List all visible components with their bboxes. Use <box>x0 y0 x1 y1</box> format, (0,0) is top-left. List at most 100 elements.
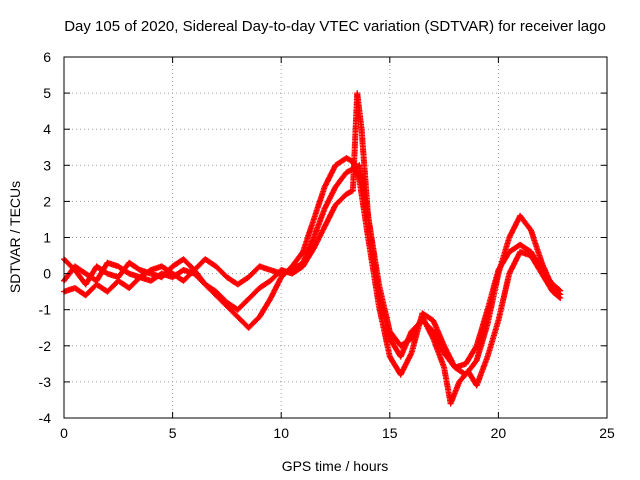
series-point-marks <box>256 278 273 291</box>
series-point-marks <box>441 350 458 370</box>
x-tick-label: 25 <box>599 425 615 441</box>
y-tick-label: 5 <box>43 85 51 101</box>
series-track-1 <box>61 155 564 378</box>
series-point-marks <box>473 322 491 364</box>
series-point-marks <box>289 250 305 270</box>
series-point-marks <box>126 275 142 291</box>
series-point-marks <box>397 351 414 378</box>
series-point-marks <box>549 288 564 301</box>
axis-ticks: 0 5 10 15 20 25 -4 -3 -2 -1 0 1 2 3 4 5 6 <box>39 49 615 441</box>
series-point-marks <box>191 270 208 287</box>
y-tick-label: 0 <box>43 266 51 282</box>
series-point-marks <box>289 264 305 277</box>
y-tick-label: 2 <box>43 193 51 209</box>
series-point-marks <box>495 250 512 273</box>
y-tick-label: 4 <box>43 121 51 137</box>
series-point-marks <box>191 257 208 273</box>
x-tick-label: 10 <box>273 425 289 441</box>
series-point-marks <box>430 317 447 348</box>
series-point-marks <box>310 207 328 241</box>
series-point-marks <box>473 308 491 349</box>
series-point-marks <box>528 227 545 265</box>
series-point-marks <box>538 270 555 294</box>
grid-lines <box>64 57 607 418</box>
series-point-marks <box>365 212 382 286</box>
series-point-marks <box>234 313 251 330</box>
series-point-marks <box>267 268 284 284</box>
series-point-marks <box>495 272 512 324</box>
series-point-marks <box>126 259 142 273</box>
series-point-marks <box>462 344 479 367</box>
series-point-marks <box>321 163 338 190</box>
series-point-marks <box>299 217 317 255</box>
series-point-marks <box>245 315 262 331</box>
y-tick-label: 3 <box>43 157 51 173</box>
series-point-marks <box>517 241 533 255</box>
series-point-marks <box>430 328 447 355</box>
y-tick-label: 6 <box>43 49 51 65</box>
x-tick-label: 0 <box>60 425 68 441</box>
series-point-marks <box>343 188 355 198</box>
series-point-marks <box>430 335 447 369</box>
series-point-marks <box>202 281 218 294</box>
series-point-marks <box>386 328 403 348</box>
series-point-marks <box>358 126 371 218</box>
series-point-marks <box>223 303 240 319</box>
y-tick-label: -2 <box>39 338 52 354</box>
series-track-3 <box>61 90 564 407</box>
series-layer <box>61 90 564 407</box>
y-axis-label: SDTVAR / TECUs <box>7 181 23 293</box>
series-point-marks <box>82 282 99 299</box>
chart-title: Day 105 of 2020, Sidereal Day-to-day VTE… <box>64 18 606 35</box>
series-point-marks <box>115 263 131 276</box>
series-point-marks <box>93 261 110 284</box>
series-point-marks <box>61 285 77 295</box>
x-tick-label: 15 <box>382 425 398 441</box>
y-tick-label: 1 <box>43 230 51 246</box>
series-point-marks <box>310 225 327 252</box>
series-point-marks <box>267 275 284 302</box>
series-point-marks <box>375 281 393 333</box>
series-point-marks <box>310 185 328 223</box>
series-point-marks <box>321 185 338 212</box>
series-point-marks <box>484 268 501 313</box>
series-point-marks <box>321 203 338 230</box>
series-point-marks <box>419 313 436 341</box>
series-point-marks <box>332 170 349 190</box>
series-point-marks <box>234 275 251 288</box>
series-point-marks <box>104 278 121 295</box>
series-point-marks <box>256 297 273 320</box>
series-point-marks <box>484 319 501 360</box>
series-point-marks <box>180 256 197 272</box>
series-point-marks <box>343 155 355 164</box>
series-point-marks <box>245 264 262 281</box>
series-point-marks <box>332 192 349 208</box>
series-point-marks <box>354 90 365 131</box>
series-point-marks <box>158 263 175 276</box>
series-point-marks <box>71 263 88 276</box>
series-point-marks <box>473 355 490 389</box>
series-point-marks <box>213 288 229 305</box>
y-tick-label: -3 <box>39 374 52 390</box>
series-point-marks <box>213 292 229 308</box>
series-point-marks <box>506 214 523 241</box>
series-point-marks <box>234 297 251 313</box>
series-point-marks <box>397 336 414 349</box>
series-point-marks <box>549 281 564 294</box>
series-point-marks <box>506 250 523 277</box>
series-point-marks <box>299 246 316 270</box>
x-tick-label: 20 <box>491 425 507 441</box>
series-point-marks <box>419 310 435 323</box>
series-point-marks <box>202 256 218 269</box>
series-point-marks <box>528 252 545 276</box>
series-point-marks <box>447 380 462 407</box>
x-tick-label: 5 <box>169 425 177 441</box>
series-point-marks <box>517 212 534 233</box>
series-point-marks <box>245 286 262 302</box>
x-axis-label: GPS time / hours <box>282 458 389 474</box>
y-tick-label: -4 <box>39 410 52 426</box>
plot-frame <box>63 56 608 419</box>
y-tick-label: -1 <box>39 302 52 318</box>
series-point-marks <box>213 263 229 280</box>
